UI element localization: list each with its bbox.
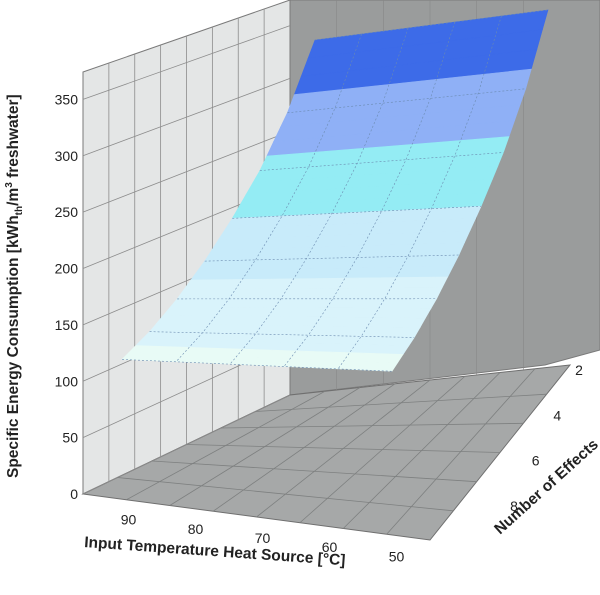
y-axis-title: Number of Effects	[491, 436, 600, 538]
z-tick-label: 100	[55, 373, 79, 389]
z-axis-ticks: 0 50 100 150 200 250 300 350	[55, 91, 79, 502]
surface-mesh-line	[175, 33, 362, 363]
z-tick-label: 0	[70, 486, 78, 502]
surface-mesh-line	[121, 359, 393, 372]
surface-mesh-line	[283, 21, 456, 367]
x-axis-ticks: 90 80 70 60 50	[121, 512, 405, 565]
surface-mesh-line	[314, 9, 549, 41]
surface-mesh-line	[229, 27, 409, 365]
surface-mesh-line	[232, 205, 482, 219]
x-tick-label: 80	[188, 521, 204, 537]
x-tick-label: 90	[121, 512, 137, 528]
z-tick-label: 200	[55, 261, 79, 277]
y-axis-ticks: 2 4 6 8	[510, 362, 583, 514]
x-tick-label: 70	[255, 530, 271, 546]
x-tick-label: 50	[389, 548, 405, 564]
z-tick-label: 150	[55, 317, 79, 333]
surface-patch	[176, 287, 443, 300]
x-tick-label: 60	[322, 539, 338, 555]
surface-mesh-line	[259, 152, 504, 171]
y-tick-label: 8	[510, 498, 518, 514]
x-axis-title: Input Temperature Heat Source [°C]	[84, 534, 346, 569]
y-tick-label: 6	[532, 453, 540, 469]
surface-mesh-line	[149, 331, 415, 338]
y-tick-label: 4	[553, 407, 561, 423]
grid-line-floor	[117, 477, 454, 512]
z-tick-label: 250	[55, 204, 79, 220]
y-tick-label: 2	[575, 362, 583, 378]
surface-plot	[121, 9, 549, 372]
grid-line-floor	[220, 422, 524, 429]
z-axis-title: Specific Energy Consumption [kWhth/m3 fr…	[4, 94, 25, 478]
surface-patch	[169, 298, 438, 309]
z-tick-label: 350	[55, 91, 79, 107]
grid-line-floor	[255, 393, 547, 412]
grid-line-floor	[186, 444, 501, 453]
grid-line-floor	[151, 460, 477, 483]
z-tick-label: 50	[62, 430, 78, 446]
surface-mesh-line	[337, 15, 502, 370]
z-tick-label: 300	[55, 148, 79, 164]
surface-patch	[121, 352, 399, 372]
